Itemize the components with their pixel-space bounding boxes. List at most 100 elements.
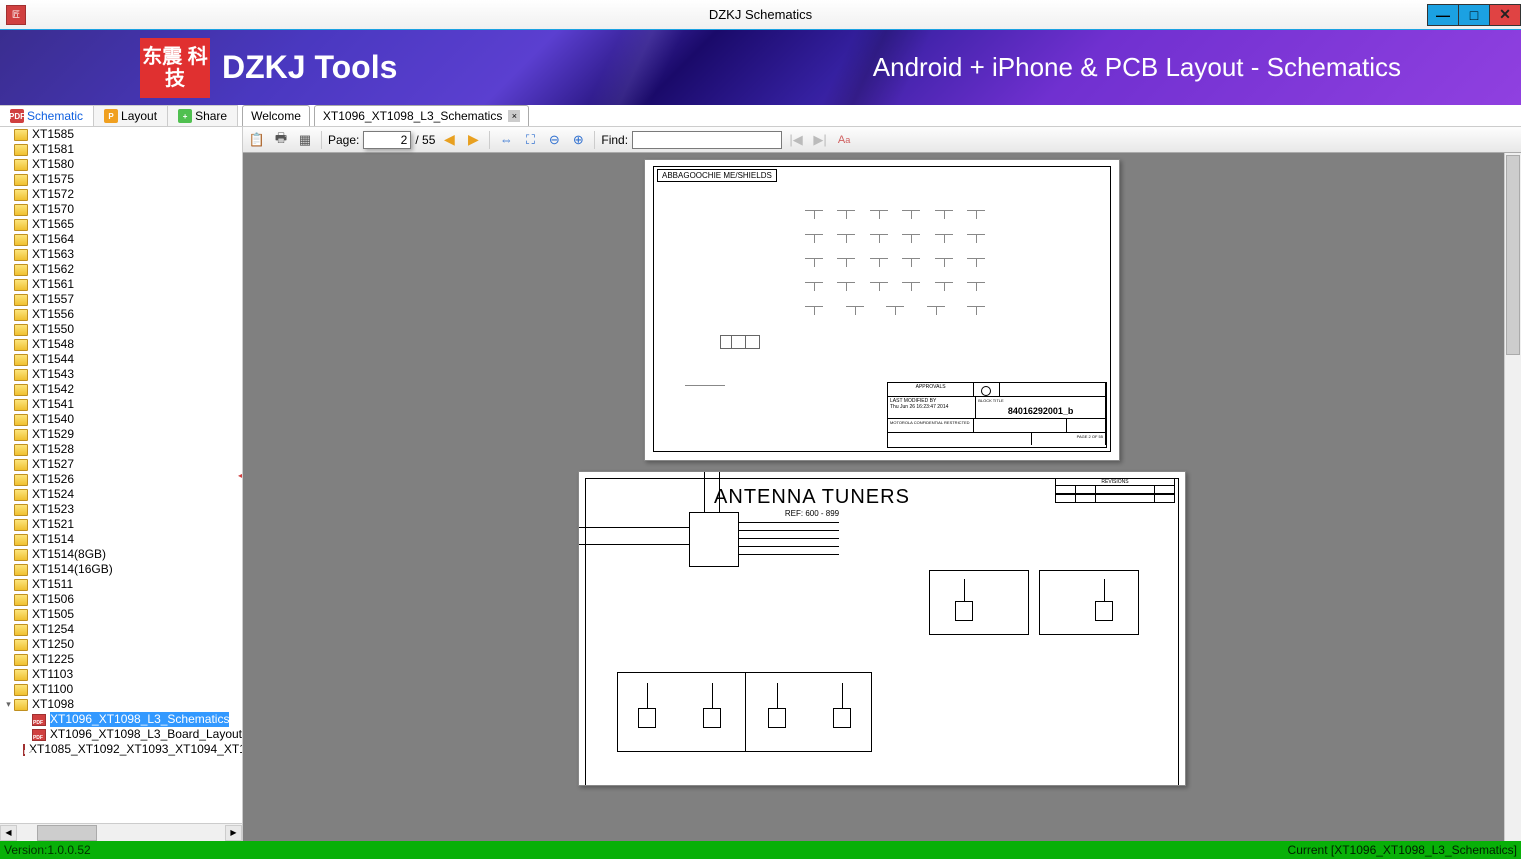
sub-circuit	[617, 672, 872, 752]
find-next-button[interactable]: ▶|	[810, 130, 830, 150]
tree-folder[interactable]: XT1524	[0, 487, 242, 502]
top-tab-strip: PDFSchematic PLayout +Share Welcome XT10…	[0, 105, 1521, 127]
pdf-icon: PDF	[10, 109, 24, 123]
folder-icon	[14, 624, 28, 636]
tab-label: Schematic	[27, 109, 83, 123]
close-button[interactable]: ✕	[1489, 4, 1521, 26]
fit-page-button[interactable]: ⛶	[520, 130, 540, 150]
prev-page-button[interactable]: ◀	[439, 130, 459, 150]
document-viewer: 📋 🖶 ▦ Page: / 55 ◀ ▶ ⇔ ⛶ ⊖ ⊕ Find: |◀ ▶|…	[243, 127, 1521, 841]
folder-label: XT1542	[32, 382, 74, 397]
tree-folder[interactable]: XT1580	[0, 157, 242, 172]
doc-tab-welcome[interactable]: Welcome	[242, 105, 310, 126]
tab-schematic[interactable]: PDFSchematic	[0, 105, 94, 126]
minimize-button[interactable]: —	[1427, 4, 1459, 26]
match-case-button[interactable]: Aa	[834, 130, 854, 150]
folder-label: XT1523	[32, 502, 74, 517]
tree-folder[interactable]: XT1548	[0, 337, 242, 352]
tree-folder[interactable]: XT1103	[0, 667, 242, 682]
tree-folder[interactable]: XT1581	[0, 142, 242, 157]
page2-subtitle: REF: 600 - 899	[579, 509, 1045, 518]
tree-folder[interactable]: XT1561	[0, 277, 242, 292]
tree-folder[interactable]: XT1550	[0, 322, 242, 337]
tree-folder[interactable]: XT1543	[0, 367, 242, 382]
brand-logo: 东震 科技	[140, 38, 210, 98]
tree-folder[interactable]: XT1565	[0, 217, 242, 232]
scroll-left-icon[interactable]: ◀	[0, 825, 17, 841]
tree-folder[interactable]: XT1575	[0, 172, 242, 187]
tree-file[interactable]: XT1096_XT1098_L3_Board_Layout	[0, 727, 242, 742]
scroll-thumb[interactable]	[1506, 155, 1520, 355]
folder-icon	[14, 369, 28, 381]
tree-folder[interactable]: XT1527	[0, 457, 242, 472]
doc-tab-active[interactable]: XT1096_XT1098_L3_Schematics×	[314, 105, 529, 126]
zoom-out-button[interactable]: ⊖	[544, 130, 564, 150]
folder-icon	[14, 219, 28, 231]
tree-folder[interactable]: XT1514(8GB)	[0, 547, 242, 562]
folder-icon	[14, 459, 28, 471]
tree-folder[interactable]: ▾XT1098	[0, 697, 242, 712]
page-input[interactable]	[363, 131, 411, 149]
tree-folder[interactable]: XT1541	[0, 397, 242, 412]
splitter-handle[interactable]	[238, 467, 242, 477]
file-tree[interactable]: XT1585XT1581XT1580XT1575XT1572XT1570XT15…	[0, 127, 242, 823]
component-block	[720, 335, 760, 349]
tree-folder[interactable]: XT1572	[0, 187, 242, 202]
zoom-in-button[interactable]: ⊕	[568, 130, 588, 150]
tree-folder[interactable]: XT1563	[0, 247, 242, 262]
tree-folder[interactable]: XT1506	[0, 592, 242, 607]
copy-button[interactable]: 📋	[247, 130, 267, 150]
fit-width-button[interactable]: ⇔	[496, 130, 516, 150]
maximize-button[interactable]: □	[1458, 4, 1490, 26]
folder-label: XT1575	[32, 172, 74, 187]
viewer-vscroll[interactable]	[1504, 153, 1521, 841]
tree-folder[interactable]: XT1526	[0, 472, 242, 487]
pdf-icon	[23, 744, 25, 756]
folder-icon	[14, 549, 28, 561]
window-controls: — □ ✕	[1428, 4, 1521, 26]
folder-label: XT1543	[32, 367, 74, 382]
tree-folder[interactable]: XT1562	[0, 262, 242, 277]
tree-folder[interactable]: XT1505	[0, 607, 242, 622]
tree-folder[interactable]: XT1250	[0, 637, 242, 652]
close-tab-icon[interactable]: ×	[508, 110, 520, 122]
folder-label: XT1557	[32, 292, 74, 307]
print-button[interactable]: 🖶	[271, 130, 291, 150]
tree-folder[interactable]: XT1540	[0, 412, 242, 427]
tree-folder[interactable]: XT1564	[0, 232, 242, 247]
brand-name: DZKJ Tools	[222, 49, 397, 86]
tab-share[interactable]: +Share	[168, 105, 238, 126]
next-page-button[interactable]: ▶	[463, 130, 483, 150]
tree-file[interactable]: XT1096_XT1098_L3_Schematics	[0, 712, 242, 727]
tree-folder[interactable]: XT1542	[0, 382, 242, 397]
tree-folder[interactable]: XT1529	[0, 427, 242, 442]
toolbar-separator	[321, 131, 322, 149]
folder-icon	[14, 354, 28, 366]
find-prev-button[interactable]: |◀	[786, 130, 806, 150]
tree-folder[interactable]: XT1100	[0, 682, 242, 697]
scroll-thumb[interactable]	[37, 825, 97, 841]
component-grid	[805, 210, 985, 330]
tree-folder[interactable]: XT1544	[0, 352, 242, 367]
tree-folder[interactable]: XT1514(16GB)	[0, 562, 242, 577]
tree-folder[interactable]: XT1570	[0, 202, 242, 217]
tab-layout[interactable]: PLayout	[94, 105, 168, 126]
tree-folder[interactable]: XT1556	[0, 307, 242, 322]
tree-folder[interactable]: XT1254	[0, 622, 242, 637]
tree-folder[interactable]: XT1585	[0, 127, 242, 142]
tree-folder[interactable]: XT1521	[0, 517, 242, 532]
page-view-button[interactable]: ▦	[295, 130, 315, 150]
sidebar-hscroll[interactable]: ◀ ▶	[0, 823, 242, 841]
tree-folder[interactable]: XT1523	[0, 502, 242, 517]
tree-folder[interactable]: XT1528	[0, 442, 242, 457]
tree-folder[interactable]: XT1514	[0, 532, 242, 547]
find-input[interactable]	[632, 131, 782, 149]
page-canvas[interactable]: ABBAGOOCHIE ME/SHIELDS APPROVALS LAST MO…	[243, 153, 1521, 841]
scroll-right-icon[interactable]: ▶	[225, 825, 242, 841]
doc-tab-label: Welcome	[251, 109, 301, 123]
component-block	[685, 385, 725, 400]
tree-folder[interactable]: XT1557	[0, 292, 242, 307]
tree-folder[interactable]: XT1511	[0, 577, 242, 592]
tree-folder[interactable]: XT1225	[0, 652, 242, 667]
folder-label: XT1563	[32, 247, 74, 262]
